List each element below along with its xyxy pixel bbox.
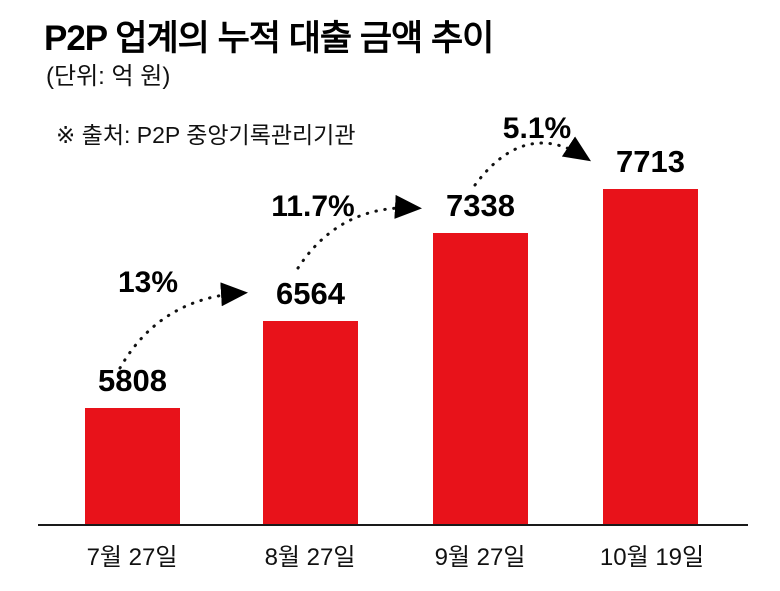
growth-label-1: 13% xyxy=(117,266,179,299)
bar xyxy=(603,189,698,524)
chart-title: P2P 업계의 누적 대출 금액 추이 xyxy=(44,19,494,58)
bar-group-2: 6564 xyxy=(263,276,358,524)
bar-value-label: 7338 xyxy=(446,188,515,223)
bar-value-label: 7713 xyxy=(616,144,685,179)
bar-value-label: 6564 xyxy=(276,276,345,311)
bar xyxy=(263,321,358,524)
bar-group-1: 5808 xyxy=(85,363,180,524)
growth-label-2: 11.7% xyxy=(271,190,355,223)
source-note: ※ 출처: P2P 중앙기록관리기관 xyxy=(56,122,356,148)
bar xyxy=(433,233,528,524)
unit-label: (단위: 억 원) xyxy=(46,63,171,90)
x-axis-tick-label: 10월 19일 xyxy=(599,544,705,571)
x-axis-tick-label: 7월 27일 xyxy=(86,544,178,571)
bar-value-label: 5808 xyxy=(98,363,167,398)
growth-label-3: 5.1% xyxy=(502,112,572,145)
bar-group-3: 7338 xyxy=(433,188,528,524)
x-axis-tick-label: 9월 27일 xyxy=(434,544,526,571)
bar xyxy=(85,408,180,524)
chart-area: 5808 6564 7338 7713 xyxy=(38,144,748,526)
bar-group-4: 7713 xyxy=(603,144,698,524)
x-axis-tick-label: 8월 27일 xyxy=(264,544,356,571)
x-axis-line xyxy=(38,524,748,526)
